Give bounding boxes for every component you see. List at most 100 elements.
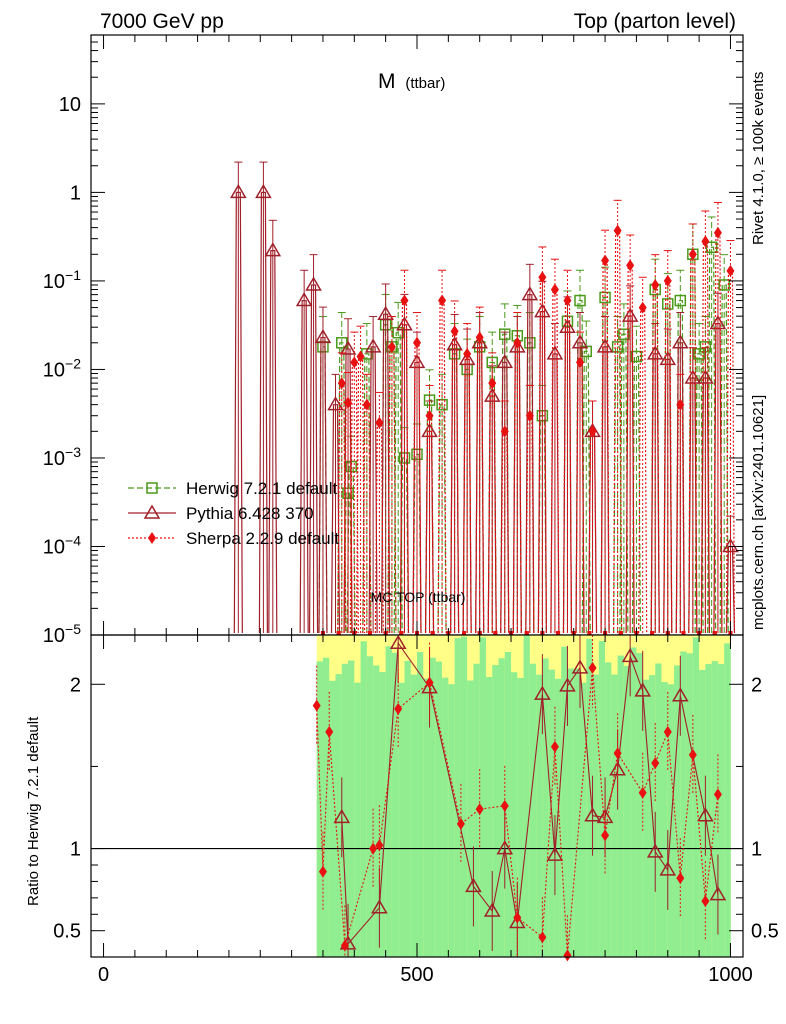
green-band [479, 637, 487, 957]
data-point [438, 294, 447, 307]
lower-data-layer [91, 634, 743, 962]
ratio-y-tick-label: 1 [70, 839, 81, 861]
green-band [630, 647, 637, 957]
data-point [377, 305, 394, 321]
y-tick-label: 10−5 [43, 621, 81, 647]
green-band [567, 668, 575, 957]
data-point [576, 356, 584, 369]
chart-title-main: M [378, 70, 396, 93]
underflow-marker [681, 631, 686, 635]
ratio-point [425, 676, 434, 689]
data-point [538, 271, 547, 284]
y-tick-base: 10 [43, 625, 65, 647]
ratio-point [456, 817, 465, 830]
green-band [366, 656, 374, 957]
green-band [511, 672, 518, 957]
green-band [410, 674, 418, 957]
y-tick-base: 10 [43, 271, 65, 293]
y-tick-label: 10 [59, 94, 81, 116]
data-point [621, 307, 639, 322]
green-band [705, 664, 712, 957]
ratio-point [312, 699, 321, 712]
ratio-point [663, 725, 672, 738]
green-band [467, 680, 474, 957]
watermark: MC TOP (ttbar) [371, 589, 466, 605]
ratio-point [596, 808, 614, 824]
y-tick-base: 1 [70, 182, 81, 204]
data-point [483, 387, 501, 402]
ratio-point [646, 843, 664, 858]
lower-panel: 0.5 0.5 1 1 2 2 0 500 1000 Ratio to Herwig 7.2.1… [25, 634, 779, 986]
legend-label: Sherpa 2.2.9 default [186, 529, 339, 548]
data-point [521, 286, 539, 301]
data-point [676, 398, 685, 411]
y-tick-exp: −5 [65, 621, 81, 637]
ratio-y-tick-label-right: 0.5 [751, 921, 779, 943]
ratio-point [659, 861, 677, 876]
data-point [618, 328, 630, 340]
underflow-marker [399, 631, 404, 635]
underflow-marker [618, 631, 623, 635]
data-point [550, 283, 559, 296]
ratio-point [389, 634, 407, 649]
ratio-point [369, 842, 378, 855]
data-point [563, 294, 572, 307]
ratio-point [333, 808, 351, 824]
chart-title: M (ttbar) [378, 70, 445, 93]
data-point [463, 347, 472, 360]
ratio-point [559, 677, 576, 692]
ratio-point [318, 865, 327, 878]
data-point [362, 398, 371, 411]
green-band [611, 674, 618, 957]
green-band [674, 665, 681, 957]
data-point [350, 356, 359, 369]
data-point [705, 241, 718, 254]
data-point [500, 425, 509, 438]
green-band [561, 646, 568, 957]
data-point [396, 316, 413, 331]
ratio-point [688, 748, 697, 761]
green-band [492, 665, 499, 957]
data-point [718, 279, 730, 291]
lower-ticks: 0.5 0.5 1 1 2 2 0 500 1000 [53, 635, 779, 986]
green-band [680, 651, 687, 957]
underflow-marker [556, 631, 561, 635]
series-line [337, 230, 736, 634]
ratio-point [601, 829, 610, 842]
data-point [638, 301, 647, 314]
data-point [295, 292, 313, 307]
green-band [341, 663, 349, 957]
data-point [413, 336, 421, 349]
ratio-point [651, 757, 660, 770]
green-band [354, 682, 361, 957]
y-tick-base: 10 [43, 359, 65, 381]
y-tick-base: 10 [43, 448, 65, 470]
ratio-point [672, 687, 689, 702]
mcplots-label: mcplots.cern.ch [arXiv:2401.10621] [750, 395, 767, 630]
legend-marker [143, 504, 161, 519]
data-point [364, 338, 382, 353]
data-point [255, 183, 272, 199]
green-band [636, 652, 643, 957]
green-band [617, 655, 625, 957]
ratio-point [483, 902, 501, 917]
ratio-point [634, 682, 651, 697]
green-band [417, 651, 424, 957]
green-band [686, 653, 694, 957]
data-point [626, 259, 635, 272]
data-point [630, 350, 643, 363]
green-band [423, 678, 430, 957]
ratio-point [571, 659, 589, 674]
data-point [446, 336, 463, 351]
data-point [450, 325, 459, 338]
green-band [398, 682, 405, 957]
data-point [314, 328, 332, 344]
green-band [580, 682, 587, 957]
ratio-point [500, 799, 509, 812]
ratio-point [584, 807, 601, 822]
data-point [525, 409, 534, 422]
data-point [387, 340, 396, 353]
y-tick-label: 10−3 [43, 444, 81, 470]
green-band [429, 657, 437, 957]
